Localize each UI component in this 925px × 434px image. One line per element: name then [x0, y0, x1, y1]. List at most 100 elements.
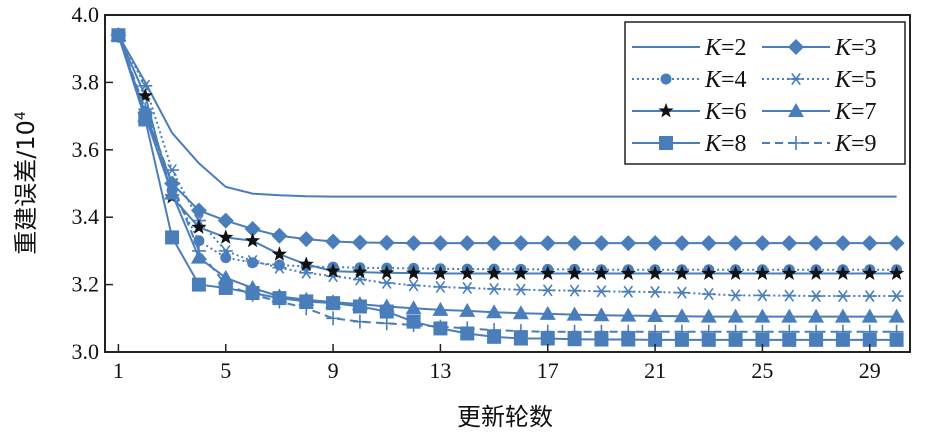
data-point-k3-23	[700, 235, 717, 252]
legend-label-k7: K=7	[834, 99, 877, 125]
data-point-k7-12	[405, 300, 422, 315]
legend-label-value: =4	[721, 67, 747, 93]
data-point-k3-9	[325, 233, 342, 250]
data-point-k9-8	[299, 301, 314, 316]
data-point-k9-10	[352, 314, 367, 329]
legend-label-var: K	[704, 131, 723, 157]
data-point-k5-11	[379, 276, 394, 289]
data-point-k5-7	[272, 261, 287, 274]
data-point-k8-3	[165, 230, 180, 245]
legend-label-var: K	[834, 99, 853, 125]
data-point-k7-25	[754, 308, 771, 323]
data-point-k6-20	[620, 265, 636, 280]
data-point-k9-11	[379, 316, 394, 331]
legend-label-value: =6	[721, 99, 747, 125]
data-point-k8-9	[326, 296, 341, 311]
data-point-k6-21	[647, 265, 663, 280]
data-point-k8-29	[862, 332, 877, 347]
data-point-k9-24	[728, 324, 743, 339]
data-point-k7-23	[700, 308, 717, 323]
legend-label-var: K	[834, 67, 853, 93]
data-point-k3-26	[781, 235, 798, 252]
data-point-k9-23	[701, 324, 716, 339]
data-point-k8-11	[379, 304, 394, 319]
data-point-k9-3	[165, 176, 180, 191]
data-point-k5-14	[460, 281, 475, 295]
y-axis-title-text: 重建误差/10	[12, 120, 40, 255]
data-point-k6-27	[808, 265, 824, 280]
legend-item-k8: K=8	[632, 131, 747, 157]
data-point-k8-4	[191, 277, 206, 292]
data-point-k3-7	[271, 227, 288, 244]
data-point-k9-20	[621, 324, 636, 339]
data-point-k9-25	[755, 324, 770, 339]
data-point-k3-10	[351, 234, 368, 251]
data-point-k3-17	[539, 235, 556, 252]
data-point-k5-13	[433, 280, 448, 294]
legend-item-k9: K=9	[762, 131, 877, 157]
axis-ticks: 1 5 9 13 17 21 25 29 3.0 3.2 3.4 3.6 3.8 4.0	[72, 2, 881, 383]
data-point-k6-16	[513, 265, 529, 280]
data-point-k7-21	[647, 307, 664, 322]
data-point-k7-17	[539, 305, 556, 320]
data-point-k6-28	[835, 265, 851, 280]
data-point-k9-9	[326, 311, 341, 326]
data-point-k3-30	[888, 235, 905, 252]
legend-label-k4: K=4	[704, 67, 747, 93]
data-point-k9-21	[648, 324, 663, 339]
data-point-k5-15	[487, 282, 502, 296]
legend-label-var: K	[834, 131, 853, 157]
x-tick-label-25: 25	[751, 358, 773, 383]
data-point-k9-29	[862, 324, 877, 339]
data-point-k7-18	[566, 306, 583, 321]
legend-label-var: K	[704, 35, 723, 61]
data-point-k9-17	[540, 324, 555, 339]
data-point-k8-20	[621, 332, 636, 347]
series-k2	[117, 34, 897, 198]
y-tick-label-5: 4.0	[72, 2, 100, 27]
data-point-k6-14	[459, 265, 475, 280]
data-point-k8-18	[567, 332, 582, 347]
data-point-k5-30	[889, 289, 904, 303]
data-point-k5-22	[674, 286, 689, 299]
data-point-k8-16	[513, 331, 528, 346]
data-point-k5-20	[621, 285, 636, 298]
data-point-k3-8	[298, 231, 315, 248]
data-point-k7-29	[861, 308, 878, 323]
data-point-k3-19	[593, 235, 610, 252]
x-tick-label-21: 21	[644, 358, 666, 383]
data-point-k6-5	[218, 229, 234, 244]
y-tick-label-3: 3.6	[72, 137, 100, 162]
y-tick-label-2: 3.4	[72, 204, 100, 229]
legend-marker-k3	[788, 39, 804, 55]
data-point-k6-7	[271, 246, 288, 261]
data-point-k6-26	[781, 265, 797, 280]
data-point-k7-30	[888, 308, 905, 323]
data-point-k6-9	[325, 263, 341, 278]
data-point-k6-12	[405, 265, 422, 280]
data-point-k3-25	[754, 235, 771, 252]
legend-item-k4: K=4	[632, 67, 747, 93]
legend-marker-k9	[789, 136, 803, 150]
data-point-k9-1	[111, 28, 126, 43]
legend-marker-k8	[659, 136, 673, 150]
data-point-k3-28	[834, 235, 851, 252]
data-point-k6-22	[674, 265, 690, 280]
data-point-k6-2	[137, 87, 153, 103]
data-point-k8-30	[889, 332, 904, 347]
data-point-k5-5	[218, 244, 233, 257]
data-point-k5-16	[513, 283, 528, 296]
y-tick-label-4: 3.8	[72, 69, 100, 94]
y-axis-title: 重建误差/104	[12, 111, 40, 255]
data-point-k6-18	[566, 265, 583, 280]
data-point-k6-13	[432, 265, 449, 280]
data-point-k7-26	[781, 308, 798, 323]
data-point-k7-15	[486, 304, 503, 319]
data-point-k5-27	[809, 289, 824, 303]
legend-label-value: =7	[851, 99, 877, 125]
x-axis-title: 更新轮数	[457, 403, 553, 431]
data-point-k8-21	[648, 332, 663, 347]
data-point-k7-22	[673, 308, 690, 323]
data-point-k5-25	[755, 289, 770, 302]
